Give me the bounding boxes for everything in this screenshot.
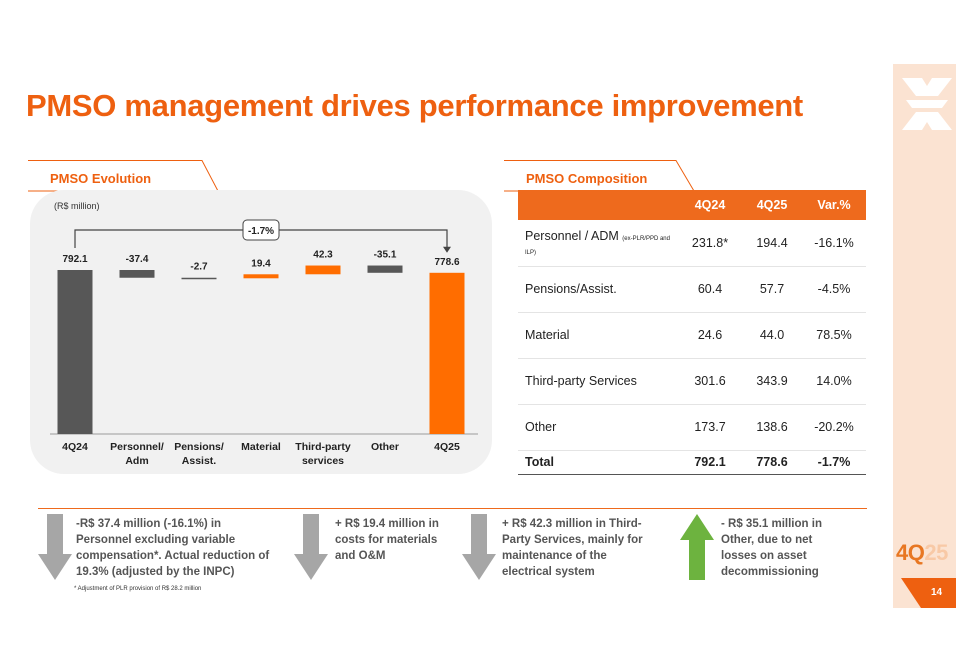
cell-4q24: 231.8*	[678, 220, 742, 267]
category-label: Other	[371, 441, 399, 453]
table-header-cell: Var.%	[802, 190, 866, 220]
pmso-composition-tab: PMSO Composition	[504, 160, 696, 192]
waterfall-bar	[367, 265, 403, 273]
note-other: - R$ 35.1 million in Other, due to net l…	[721, 518, 822, 578]
bar-value-label: 778.6	[434, 257, 459, 268]
row-label: Pensions/Assist.	[518, 266, 678, 313]
bar-value-label: -2.7	[190, 262, 208, 273]
table-header-cell	[518, 190, 678, 220]
arrow-down-icon	[38, 514, 72, 580]
table-header-cell: 4Q25	[742, 190, 802, 220]
pmso-composition-tab-label: PMSO Composition	[526, 171, 648, 186]
bar-value-label: 19.4	[251, 258, 271, 269]
pmso-composition-table: 4Q24 4Q25 Var.% Personnel / ADM (ex-PLR/…	[518, 190, 866, 475]
note-third-party: + R$ 42.3 million in Third-Party Service…	[502, 518, 643, 578]
cell-4q25: 194.4	[742, 220, 802, 267]
bar-value-label: 42.3	[313, 250, 333, 261]
waterfall-bar	[57, 270, 93, 434]
arrow-down-icon	[294, 514, 328, 580]
category-label: Personnel/	[110, 441, 164, 453]
bar-value-label: -37.4	[126, 254, 149, 265]
page-number: 14	[931, 587, 943, 598]
waterfall-bar	[181, 277, 217, 280]
total-4q25: 778.6	[742, 449, 802, 475]
category-label: Third-party	[295, 441, 351, 453]
row-label-note: (ex-PLR/PPD and ILP)	[525, 235, 670, 256]
period-logo: 4Q25	[896, 540, 948, 566]
cell-var: 14.0%	[802, 358, 866, 405]
period-logo-light: 25	[924, 540, 948, 565]
table-header-row: 4Q24 4Q25 Var.%	[518, 190, 866, 220]
cell-var: -16.1%	[802, 220, 866, 267]
cell-4q25: 138.6	[742, 404, 802, 451]
total-label: Total	[518, 449, 678, 475]
arrow-down-icon	[462, 514, 496, 580]
category-label: 4Q24	[62, 441, 88, 453]
cell-4q24: 301.6	[678, 358, 742, 405]
table-row: Third-party Services 301.6 343.9 14.0%	[518, 358, 866, 405]
pmso-evolution-tab: PMSO Evolution	[28, 160, 220, 192]
arrow-up-icon	[680, 514, 714, 580]
variation-arrowhead	[443, 246, 451, 253]
chart-unit-label: (R$ million)	[54, 201, 100, 211]
variation-badge-label: -1.7%	[248, 226, 274, 237]
cell-var: 78.5%	[802, 312, 866, 359]
waterfall-bar	[429, 272, 465, 434]
note-personnel: -R$ 37.4 million (-16.1%) in Personnel e…	[76, 518, 270, 578]
cell-4q25: 44.0	[742, 312, 802, 359]
category-label: Adm	[125, 455, 148, 467]
pmso-evolution-tab-label: PMSO Evolution	[50, 171, 152, 186]
table-row: Personnel / ADM (ex-PLR/PPD and ILP) 231…	[518, 220, 866, 267]
table-row: Other 173.7 138.6 -20.2%	[518, 404, 866, 451]
cell-4q25: 57.7	[742, 266, 802, 313]
section-divider	[38, 508, 867, 509]
cell-4q24: 173.7	[678, 404, 742, 451]
company-logo-icon	[902, 78, 952, 130]
period-logo-dark: 4Q	[896, 540, 925, 565]
category-label: 4Q25	[434, 441, 460, 453]
side-accent-strip	[893, 64, 956, 608]
pmso-waterfall-chart: 792.1 4Q24 -37.4 Personnel/Adm -2.7 Pensions/…	[50, 219, 478, 467]
cell-4q25: 343.9	[742, 358, 802, 405]
bar-value-label: -35.1	[374, 250, 397, 261]
row-label: Material	[518, 312, 678, 359]
page-title: PMSO management drives performance impro…	[26, 88, 803, 123]
waterfall-bar	[305, 265, 341, 275]
category-label: services	[302, 455, 344, 467]
cell-var: -20.2%	[802, 404, 866, 451]
cell-var: -4.5%	[802, 266, 866, 313]
category-label: Pensions/	[174, 441, 224, 453]
cell-4q24: 60.4	[678, 266, 742, 313]
table-header-cell: 4Q24	[678, 190, 742, 220]
note-material: + R$ 19.4 million in costs for materials…	[335, 518, 439, 562]
category-label: Material	[241, 441, 281, 453]
table-row: Material 24.6 44.0 78.5%	[518, 312, 866, 359]
table-total-row: Total 792.1 778.6 -1.7%	[518, 449, 866, 475]
total-4q24: 792.1	[678, 449, 742, 475]
total-var: -1.7%	[802, 449, 866, 475]
cell-4q24: 24.6	[678, 312, 742, 359]
waterfall-bar	[119, 270, 155, 278]
bar-value-label: 792.1	[62, 254, 87, 265]
row-label-text: Personnel / ADM	[525, 228, 619, 243]
variation-badge	[242, 219, 280, 241]
table-row: Pensions/Assist. 60.4 57.7 -4.5%	[518, 266, 866, 313]
waterfall-bar	[243, 274, 279, 279]
row-label: Personnel / ADM (ex-PLR/PPD and ILP)	[518, 220, 678, 267]
footnote: * Adjustment of PLR provision of R$ 28.2…	[74, 586, 202, 592]
row-label: Third-party Services	[518, 358, 678, 405]
category-label: Assist.	[182, 455, 217, 467]
row-label: Other	[518, 404, 678, 451]
page-number-badge: 14	[901, 578, 956, 608]
